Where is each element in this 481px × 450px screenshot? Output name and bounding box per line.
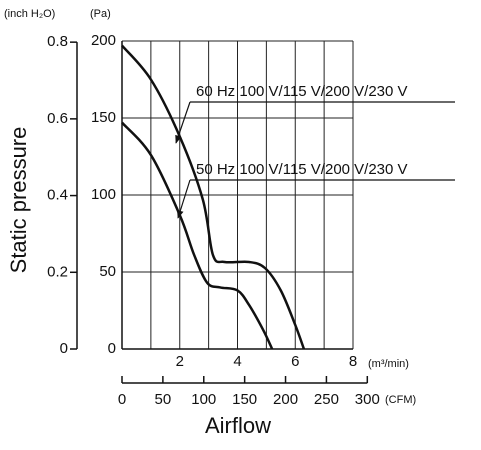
x-tick-label: 4	[233, 353, 241, 370]
x2-tick-label: 150	[232, 391, 257, 408]
x2-tick-label: 300	[355, 391, 380, 408]
series-label: 60 Hz 100 V/115 V/200 V/230 V	[196, 83, 408, 100]
x-tick-label: 8	[349, 353, 357, 370]
curve	[121, 44, 306, 350]
y2-unit: (inch H₂O)	[4, 8, 55, 20]
x2-tick-label: 100	[191, 391, 216, 408]
x-label: Airflow	[205, 413, 271, 438]
y2-tick-label: 0	[60, 340, 68, 357]
x-tick-label: 2	[176, 353, 184, 370]
x2-unit: (CFM)	[385, 394, 416, 406]
y-unit: (Pa)	[90, 8, 111, 20]
y2-tick-label: 0.6	[47, 110, 68, 127]
y-tick-label: 100	[91, 186, 116, 203]
series-label: 50 Hz 100 V/115 V/200 V/230 V	[196, 161, 408, 178]
y-tick-label: 150	[91, 109, 116, 126]
x-tick-label: 6	[291, 353, 299, 370]
y-tick-label: 50	[99, 263, 116, 280]
y-tick-label: 200	[91, 32, 116, 49]
x2-tick-label: 50	[155, 391, 172, 408]
curve	[121, 121, 274, 350]
leader-arrow	[177, 179, 191, 219]
x2-tick-label: 250	[314, 391, 339, 408]
x2-tick-label: 200	[273, 391, 298, 408]
y2-tick-label: 0.4	[47, 187, 68, 204]
y2-tick-label: 0.8	[47, 33, 68, 50]
x2-tick-label: 0	[118, 391, 126, 408]
leader-arrow	[175, 101, 191, 144]
y-label: Static pressure	[6, 127, 31, 274]
x-unit: (m³/min)	[368, 358, 409, 370]
y-tick-label: 0	[108, 340, 116, 357]
y2-tick-label: 0.2	[47, 263, 68, 280]
